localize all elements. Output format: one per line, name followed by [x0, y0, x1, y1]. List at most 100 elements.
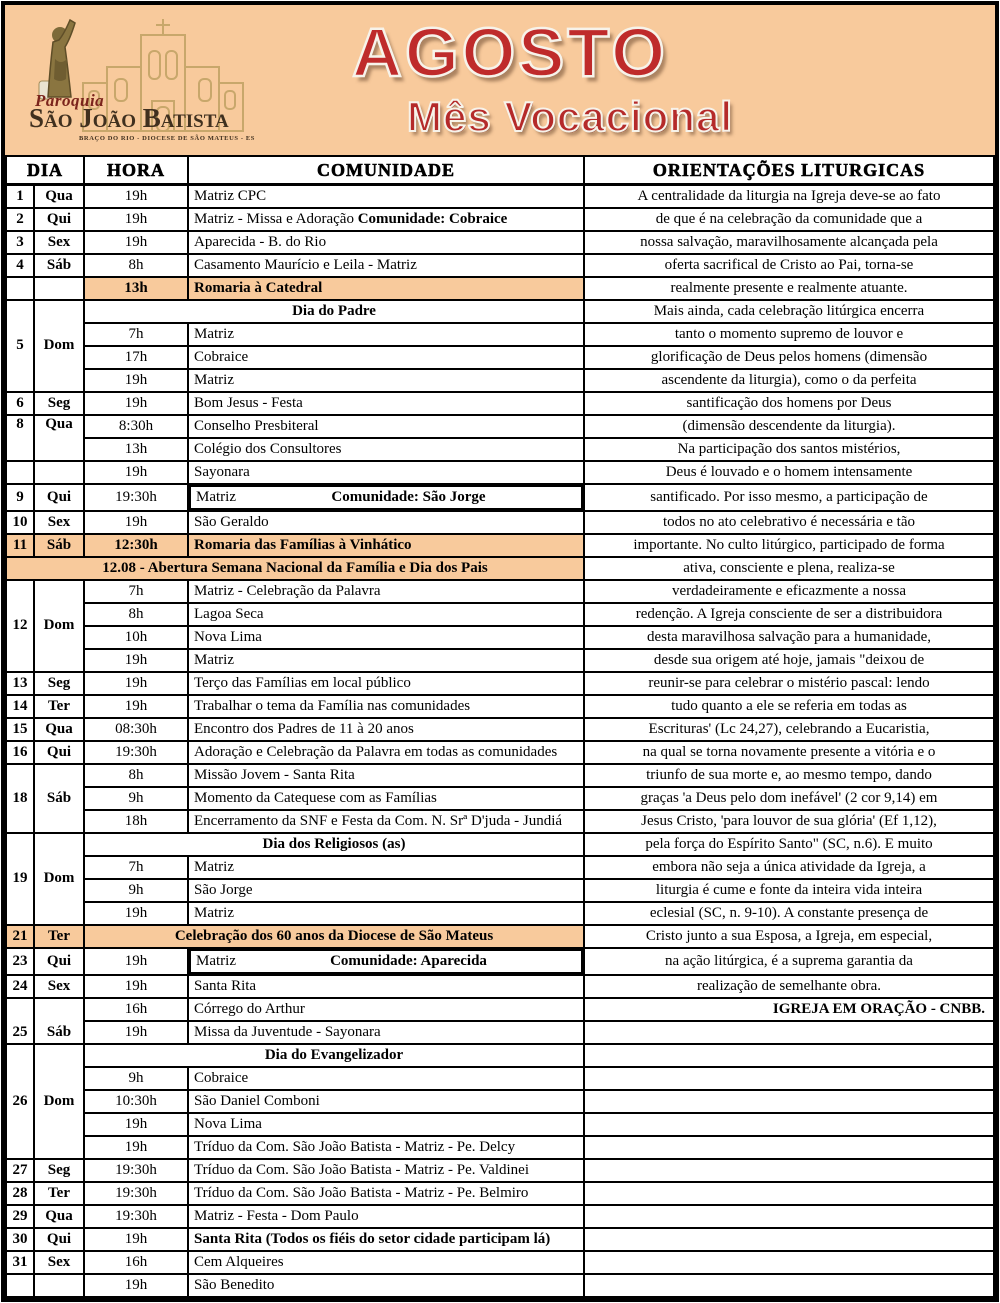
day-number-cell: 24 — [5, 974, 35, 999]
table-row: 5 Dom Dia do Padre Mais ainda, cada celebra… — [5, 299, 995, 393]
day-number-cell: 19 — [5, 832, 35, 926]
day-name-cell: Seg — [32, 671, 86, 696]
table-row: 19h Matriz eclesial (SC, n. 9-10). A const… — [6, 901, 995, 926]
day-name-cell: Sex — [32, 974, 86, 999]
comunidade-cell: Santa Rita — [187, 974, 586, 999]
column-header-orientacoes: ORIENTAÇÕES LITURGICAS — [583, 155, 995, 186]
orientacoes-cell — [583, 1158, 995, 1183]
hora-cell: 10:30h — [83, 1089, 190, 1114]
table-row: 7h Matriz embora não seja a única atividad… — [6, 855, 995, 880]
comunidade-cell: Matriz Comunidade: Aparecida — [189, 949, 584, 974]
table-row: 9h Cobraice — [6, 1066, 995, 1091]
orientacoes-cell — [583, 1020, 995, 1045]
day-number-cell: 14 — [5, 694, 35, 719]
orientacoes-cell: tanto o momento supremo de louvor e — [583, 322, 995, 347]
day-number-cell: 31 — [5, 1250, 35, 1275]
hora-cell: 19h — [83, 460, 190, 485]
hora-cell: 19:30h — [83, 1204, 190, 1229]
table-row: 6 Seg 19h Bom Jesus - Festa santificação dos… — [5, 391, 995, 416]
orientacoes-cell: glorificação de Deus pelos homens (dimen… — [583, 345, 995, 370]
month-subtitle: Mês Vocacional — [406, 92, 733, 141]
statue-of-saint-john-icon — [38, 18, 76, 100]
day-name-cell: Qua — [32, 183, 86, 209]
orientacoes-cell — [583, 1135, 995, 1160]
day-name-cell: Dom — [32, 299, 86, 393]
table-row: 13h Romaria à Catedral realmente presente … — [5, 276, 995, 301]
orientacoes-cell: desta maravilhosa salvação para a humani… — [583, 625, 995, 650]
table-row: 21 Ter Celebração dos 60 anos da Diocese d… — [5, 924, 995, 949]
comunidade-cell: São Daniel Comboni — [187, 1089, 586, 1114]
day-name-cell: Sex — [32, 510, 86, 535]
table-row: 10 Sex 19h São Geraldo todos no ato celebrat… — [5, 510, 995, 535]
hora-cell: 7h — [83, 579, 190, 604]
table-row: 11 Sáb 12:30h Romaria das Famílias à Vinhát… — [5, 533, 995, 558]
orientacoes-cell: verdadeiramente e eficazmente a nossa — [583, 579, 995, 604]
hora-cell: 19h — [83, 510, 190, 535]
section-banner-cell: Dia dos Religiosos (as) — [83, 832, 586, 857]
orientacoes-cell: na ação litúrgica, é a suprema garantia … — [583, 947, 995, 976]
comunidade-text: Matriz — [196, 488, 236, 505]
day-number-cell: 16 — [5, 740, 35, 765]
day-number-cell: 8 — [5, 414, 35, 462]
comunidade-cell: Encerramento da SNF e Festa da Com. N. S… — [187, 809, 586, 834]
comunidade-cell: Cem Alqueires — [187, 1250, 586, 1275]
day-number-cell: 25 — [5, 997, 35, 1045]
table-row: 23 Qui 19h Matriz Comunidade: Aparecida na aç… — [5, 947, 995, 976]
day-name-cell: Sáb — [32, 533, 86, 558]
day-number-cell: 30 — [5, 1227, 35, 1252]
day-number-cell: 18 — [5, 763, 35, 834]
comunidade-cell: Colégio dos Consultores — [187, 437, 586, 462]
comunidade-cell: São Geraldo — [187, 510, 586, 535]
table-row: 3 Sex 19h Aparecida - B. do Rio nossa salvaç… — [5, 230, 995, 255]
table-row: 19h Matriz desde sua origem até hoje, jama… — [6, 648, 995, 673]
day-name-cell: Qua — [32, 1204, 86, 1229]
table-row: 9h São Jorge liturgia é cume e fonte da in… — [6, 878, 995, 903]
orientacoes-cell: reunir-se para celebrar o mistério pasca… — [583, 671, 995, 696]
table-row: 13 Seg 19h Terço das Famílias em local públ… — [5, 671, 995, 696]
comunidade-cell: Matriz — [187, 368, 586, 393]
orientacoes-cell: embora não seja a única atividade da Igr… — [583, 855, 995, 880]
comunidade-cell: Encontro dos Padres de 11 à 20 anos — [187, 717, 586, 742]
comunidade-cell: Romaria à Catedral — [187, 276, 586, 301]
orientacoes-cell: A centralidade da liturgia na Igreja dev… — [583, 183, 995, 209]
orientacoes-cell — [583, 1089, 995, 1114]
comunidade-cell: Cobraice — [187, 1066, 586, 1091]
table-row: 8 Qua 8:30h Conselho Presbiteral (dimensão d… — [5, 414, 995, 462]
comunidade-cell: Matriz - Celebração da Palavra — [187, 579, 586, 604]
comunidade-cell: Trabalhar o tema da Família nas comunida… — [187, 694, 586, 719]
table-row: 30 Qui 19h Santa Rita (Todos os fiéis do se… — [5, 1227, 995, 1252]
comunidade-cell: Matriz — [187, 322, 586, 347]
hora-cell: 8h — [83, 763, 190, 788]
day-name-cell: Qua — [32, 717, 86, 742]
comunidade-cell: Bom Jesus - Festa — [187, 391, 586, 416]
hora-cell: 19h — [83, 1112, 190, 1137]
calendar-table: DIA HORA COMUNIDADE ORIENTAÇÕES LITURGIC… — [4, 155, 995, 1298]
comunidade-cell: Sayonara — [187, 460, 586, 485]
comunidade-cell: Tríduo da Com. São João Batista - Matriz… — [187, 1135, 586, 1160]
orientacoes-cell — [583, 1066, 995, 1091]
hora-cell: 16h — [83, 1250, 190, 1275]
column-header-row: DIA HORA COMUNIDADE ORIENTAÇÕES LITURGIC… — [4, 155, 995, 186]
section-banner-cell: Celebração dos 60 anos da Diocese de São… — [83, 924, 586, 949]
comunidade-cell: Momento da Catequese com as Famílias — [187, 786, 586, 811]
hora-cell: 10h — [83, 625, 190, 650]
table-row: 19h Sayonara Deus é louvado e o homem inte… — [5, 460, 995, 485]
day-number-cell: 4 — [5, 253, 35, 278]
table-row: 17h Cobraice glorificação de Deus pelos ho… — [6, 345, 995, 370]
orientacoes-cell — [583, 1112, 995, 1137]
day-number-cell: 13 — [5, 671, 35, 696]
hora-cell: 08:30h — [83, 717, 190, 742]
hora-cell: 19h — [83, 694, 190, 719]
hora-cell: 9h — [83, 1066, 190, 1091]
comunidade-cell: Matriz CPC — [187, 183, 586, 209]
day-number-cell — [5, 1273, 35, 1298]
hora-cell: 19h — [83, 230, 190, 255]
comunidade-cell: São Jorge — [187, 878, 586, 903]
comunidade-highlight-text: Comunidade: Cobraice — [357, 210, 508, 227]
day-name-cell: Seg — [32, 391, 86, 416]
table-row: 18 Sáb 8h Missão Jovem - Santa Rita triunfo … — [5, 763, 995, 834]
parish-logo-art — [38, 18, 244, 132]
day-name-cell: Qui — [32, 483, 86, 512]
comunidade-cell: Missão Jovem - Santa Rita — [187, 763, 586, 788]
